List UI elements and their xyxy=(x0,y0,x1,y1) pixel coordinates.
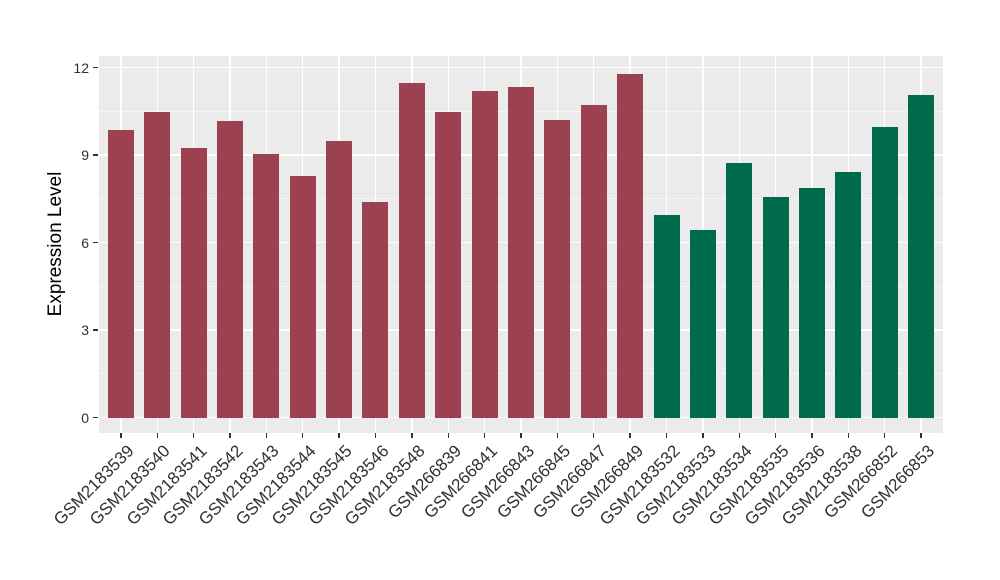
x-tick-mark xyxy=(411,433,413,438)
x-tick-mark xyxy=(447,433,449,438)
bar-GSM2183532 xyxy=(653,214,680,418)
bar-GSM2183542 xyxy=(216,121,243,418)
x-tick-mark xyxy=(156,433,158,438)
bar-GSM2183538 xyxy=(835,171,862,418)
bar-GSM2183544 xyxy=(289,176,316,418)
bar-GSM266849 xyxy=(617,73,644,418)
x-tick-mark xyxy=(120,433,122,438)
bar-GSM2183548 xyxy=(398,83,425,418)
bar-GSM2183543 xyxy=(253,153,280,418)
x-tick-mark xyxy=(265,433,268,438)
y-tick-label: 9 xyxy=(81,147,89,164)
bar-GSM2183545 xyxy=(326,140,353,418)
x-tick-mark xyxy=(811,433,813,438)
bar-GSM2183540 xyxy=(144,112,171,418)
x-tick-mark xyxy=(738,433,740,438)
bar-GSM2183533 xyxy=(689,230,716,418)
x-tick-mark xyxy=(520,433,522,438)
bar-GSM2183546 xyxy=(362,202,389,418)
x-tick-mark xyxy=(593,433,595,438)
bar-GSM2183539 xyxy=(107,129,134,418)
x-tick-mark xyxy=(192,433,195,438)
x-tick-mark xyxy=(884,433,886,438)
x-tick-mark xyxy=(774,433,777,438)
y-tick-mark xyxy=(93,66,98,69)
bar-GSM2183541 xyxy=(180,148,207,418)
bar-GSM266845 xyxy=(544,119,571,418)
y-tick-label: 6 xyxy=(81,234,89,251)
y-tick-mark xyxy=(93,154,98,156)
x-tick-mark xyxy=(847,433,850,438)
bar-GSM266847 xyxy=(580,105,607,418)
plot-panel xyxy=(99,56,943,433)
x-tick-mark xyxy=(229,433,231,438)
x-tick-mark xyxy=(338,433,340,438)
x-tick-mark xyxy=(629,433,631,438)
x-tick-mark xyxy=(556,433,559,438)
y-tick-label: 0 xyxy=(81,409,89,426)
x-tick-mark xyxy=(665,433,668,438)
x-tick-mark xyxy=(483,433,486,438)
y-tick-mark xyxy=(93,241,98,244)
bar-GSM266839 xyxy=(435,111,462,418)
x-tick-mark xyxy=(374,433,377,438)
x-tick-mark xyxy=(920,433,922,438)
x-tick-mark xyxy=(302,433,304,438)
bar-GSM266852 xyxy=(871,127,898,418)
y-tick-label: 12 xyxy=(73,59,89,76)
y-tick-label: 3 xyxy=(81,322,89,339)
bar-GSM2183536 xyxy=(799,187,826,418)
bar-GSM266853 xyxy=(908,94,935,418)
y-tick-mark xyxy=(93,329,98,331)
y-tick-mark xyxy=(93,417,98,419)
bar-GSM266843 xyxy=(508,87,534,418)
bar-GSM2183534 xyxy=(726,163,753,418)
x-tick-mark xyxy=(702,433,704,438)
bar-GSM2183535 xyxy=(762,196,789,418)
bar-GSM266841 xyxy=(471,90,498,418)
